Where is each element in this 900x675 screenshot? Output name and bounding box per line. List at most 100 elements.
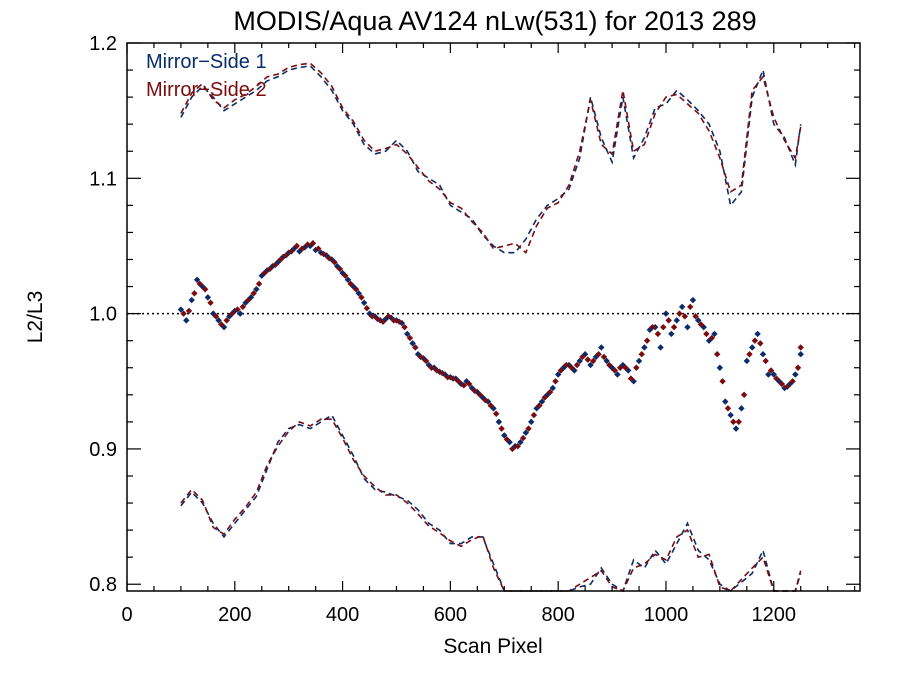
series-1-point-95	[684, 323, 691, 331]
series-2-point-110	[767, 367, 775, 374]
series-1-point-105	[738, 405, 745, 412]
series-2-point-93	[676, 310, 683, 317]
series-2-point-72	[563, 361, 570, 369]
series-1-point-34	[355, 290, 362, 297]
series-2-point-7	[212, 313, 220, 320]
series-2-point-87	[643, 337, 651, 344]
series-1-point-88	[646, 326, 654, 334]
series-1-point-100	[711, 330, 718, 338]
series-2-point-62	[509, 445, 516, 453]
axis-ticks: 0 200 400 600 800 1000 1200 0.8 0.9 1.0 1.1 1.2	[89, 33, 860, 626]
series-1-point-109	[759, 351, 767, 358]
series-2-point-37	[374, 315, 381, 323]
series-1-point-93	[673, 317, 680, 324]
series-2-point-14	[250, 290, 257, 297]
series-2-point-68	[541, 394, 548, 401]
series-1-point-1	[177, 306, 185, 313]
series-2-point-102	[724, 405, 732, 412]
series-2-point-47	[428, 364, 435, 371]
series-2-point-80	[606, 361, 613, 369]
series-2-point-77	[590, 357, 597, 365]
series-1-point-6	[204, 294, 212, 301]
x-tick-label-600: 600	[434, 604, 467, 626]
series-2-point-19	[277, 256, 284, 263]
series-2-point-107	[751, 337, 759, 344]
series-2-point-83	[622, 364, 629, 371]
series-2-point-42	[401, 323, 408, 331]
series-2-point-113	[784, 383, 791, 390]
series-2-point-21	[288, 248, 295, 255]
series-2-point-40	[390, 317, 397, 324]
chart-title: MODIS/Aqua AV124 nLw(531) for 2013 289	[233, 6, 756, 36]
series-1-point-70	[549, 384, 556, 392]
series-2-point-23	[298, 245, 306, 252]
series-2-point-32	[347, 280, 354, 288]
y-axis-label: L2/L3	[24, 291, 47, 344]
series-1-point-32	[344, 276, 352, 283]
series-1-point-79	[598, 344, 605, 351]
series-2-point-115	[794, 364, 802, 371]
series-2-point-34	[358, 294, 365, 301]
y-tick-label-1: 0.9	[89, 439, 117, 461]
series-2-point-66	[530, 411, 538, 419]
series-2-point-18	[272, 261, 279, 269]
series-1-point-75	[576, 357, 583, 365]
series-1-point-71	[554, 371, 562, 378]
series-1-point-68	[538, 398, 546, 405]
series-2-lower-line	[180, 418, 802, 593]
series-1-point-101	[716, 364, 724, 371]
series-1-point-81	[608, 364, 616, 371]
series-1-point-111	[770, 371, 777, 378]
series-1-point-43	[404, 330, 411, 338]
series-2-point-30	[336, 265, 344, 273]
series-2-point-82	[616, 364, 624, 371]
y-tick-label-4: 1.2	[89, 33, 117, 55]
series-1-point-116	[797, 351, 804, 358]
y-tick-label-2: 1.0	[89, 304, 117, 326]
legend-label-mirror-side-2: Mirror−Side 2	[146, 79, 267, 101]
y-tick-label-0: 0.8	[89, 574, 117, 596]
series-1-point-35	[360, 299, 368, 306]
series-2-point-75	[579, 353, 586, 361]
series-2-point-111	[773, 375, 780, 382]
legend: Mirror−Side 1 Mirror−Side 2	[146, 51, 267, 101]
series-1-point-107	[749, 344, 756, 351]
series-1-point-65	[522, 429, 530, 436]
series-2-point-64	[519, 434, 527, 442]
series-1-point-7	[210, 310, 217, 317]
series-2-point-109	[762, 357, 769, 365]
series-1-point-94	[678, 303, 686, 311]
series-1-point-98	[700, 323, 707, 331]
series-2-point-98	[703, 330, 710, 338]
series-2-point-54	[466, 380, 473, 388]
series-1-point-110	[765, 371, 772, 378]
series-2-point-39	[385, 313, 392, 320]
series-2-point-28	[325, 254, 333, 262]
series-2-point-9	[223, 317, 230, 324]
series-1-point-77	[587, 361, 594, 369]
series-2-point-27	[320, 250, 327, 258]
series-2-point-114	[789, 378, 796, 385]
series-2-point-65	[525, 425, 532, 432]
series-1-point-44	[409, 340, 416, 347]
series-1-point-104	[732, 425, 740, 432]
series-2-point-71	[557, 367, 565, 374]
series-2-point-112	[778, 380, 786, 388]
series-2-point-51	[449, 375, 457, 382]
series-2-point-95	[687, 303, 694, 311]
series-2-point-4	[196, 280, 203, 288]
x-tick-label-800: 800	[541, 604, 574, 626]
series-2-point-53	[460, 382, 468, 389]
series-2-point-43	[406, 334, 414, 342]
series-2-point-67	[536, 402, 543, 409]
series-2-point-5	[201, 286, 209, 293]
series-2-point-96	[692, 313, 699, 320]
series-2-point-103	[730, 418, 737, 426]
series-1-point-92	[668, 330, 675, 338]
series-1-point-106	[743, 357, 751, 365]
plot-frame	[126, 42, 861, 592]
series-2-point-74	[573, 361, 581, 369]
series-1-point-108	[754, 330, 761, 338]
series-2-point-78	[595, 351, 602, 358]
